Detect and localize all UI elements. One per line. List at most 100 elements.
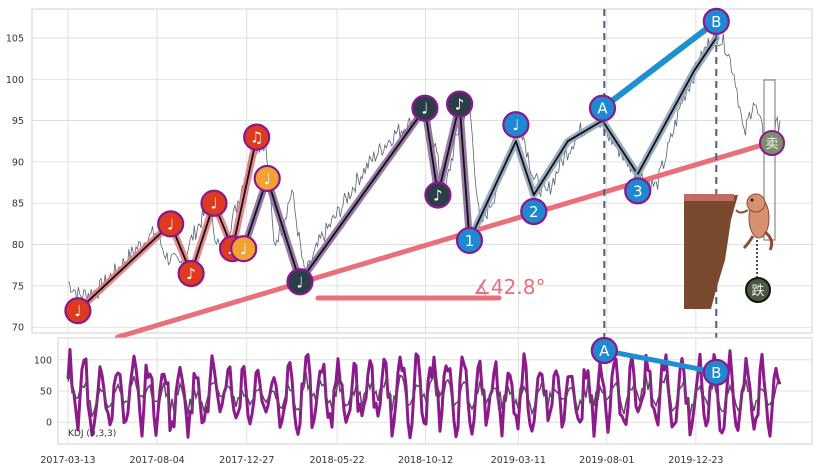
price-y-tick-label: 90	[12, 157, 24, 168]
wave-marker-label: ♪	[455, 96, 465, 114]
wave-marker-label: ♫	[250, 129, 263, 147]
wave-marker-circle	[588, 94, 617, 122]
kdj-y-tick-label: 0	[46, 418, 52, 429]
wave-marker-label: ♪	[433, 186, 443, 204]
price-ab-line	[599, 18, 720, 112]
price-y-tick-label: 70	[12, 323, 24, 334]
sell-seal-icon: 卖	[759, 130, 785, 156]
wave-marker-circle	[624, 177, 652, 205]
kdj-d-line	[67, 371, 781, 417]
wave-marker-circle	[200, 189, 228, 217]
kdj-y-tick-labels: 0 50 100	[34, 355, 52, 428]
wave-marker: ♩	[230, 235, 258, 263]
wave-marker: ♪	[424, 181, 452, 209]
wave-marker-circle	[445, 90, 474, 118]
price-y-tick-label: 85	[12, 199, 24, 210]
wave-marker-circle	[520, 197, 548, 226]
wave-marker: ♩	[64, 297, 92, 325]
wave-marker-label: ♩	[210, 195, 217, 213]
support-trendline	[114, 141, 769, 340]
kdj-divergence-marker-circle	[590, 336, 618, 365]
wave-marker-circle	[286, 268, 314, 296]
wave-marker-circle	[177, 259, 205, 288]
wave-marker: 1	[455, 226, 484, 255]
wave-marker-label: A	[597, 100, 608, 118]
wave-marker-label: ♪	[186, 265, 196, 283]
x-tick-label: 2019-12-23	[668, 455, 723, 466]
price-y-tick-label: 75	[12, 281, 24, 292]
wave-marker-label: 1	[465, 232, 475, 250]
kdj-legend-label: KDJ (9,3,3)	[68, 429, 116, 439]
price-y-tick-label: 105	[6, 33, 24, 44]
x-tick-labels: 2017-03-13 2017-08-04 2017-12-27 2018-05-22…	[40, 455, 723, 466]
ab-line-layer	[599, 18, 720, 112]
wave-marker: ♩	[157, 210, 185, 238]
drop-seal-icon: 跌	[745, 277, 771, 303]
x-tick-label: 2017-12-27	[219, 455, 274, 466]
wave-marker-circle	[64, 297, 92, 325]
wave-marker: ♩	[200, 189, 228, 217]
x-tick-label: 2017-03-13	[40, 455, 95, 466]
wave-marker: ♩	[286, 268, 314, 296]
wave-marker-label: ♩	[512, 116, 519, 134]
wave-marker: ♪	[177, 259, 205, 288]
wave-segment-line	[636, 37, 718, 175]
kdj-divergence-marker: A	[590, 336, 618, 365]
wave-marker-circle	[243, 123, 271, 151]
kdj-divergence-layer: AB	[590, 336, 730, 386]
wave-marker-label: 2	[529, 203, 539, 221]
price-y-tick-label: 80	[12, 240, 24, 251]
wave-marker-label: ♩	[240, 240, 247, 258]
kdj-divergence-line	[601, 347, 719, 375]
wave-segment-line	[77, 136, 258, 312]
wave-marker: ♩	[253, 164, 281, 193]
wave-marker: 3	[624, 177, 652, 205]
tree-illustration	[684, 194, 738, 309]
wave-marker-label: 3	[633, 182, 643, 200]
sell-seal-text: 卖	[765, 137, 778, 152]
wave-marker-circle	[502, 111, 530, 139]
wave-marker-label: ♩	[167, 215, 174, 233]
wave-marker-circle	[253, 164, 281, 193]
trendline-layer	[114, 141, 769, 340]
wave-marker: 2	[520, 197, 548, 226]
wave-marker: B	[702, 7, 730, 35]
kdj-j-line	[66, 348, 782, 440]
wave-marker-label: ♩	[264, 170, 271, 188]
wave-marker: A	[588, 94, 617, 122]
wave-marker-circle	[157, 210, 185, 238]
wave-marker-label: ♩	[296, 273, 303, 291]
price-y-tick-label: 100	[6, 75, 24, 86]
x-tick-label: 2018-05-22	[309, 455, 364, 466]
wave-segment-line	[468, 119, 639, 241]
wave-marker-circle	[455, 226, 484, 255]
wave-marker: ♪	[445, 90, 474, 118]
price-panel: 70 75 80 85 90 95 100 105 ∡42.8°	[6, 7, 813, 444]
kdj-y-tick-label: 50	[40, 387, 52, 398]
wave-marker-circle	[411, 94, 439, 122]
kdj-divergence-marker-label: A	[599, 342, 610, 360]
wave-marker: ♩	[411, 94, 439, 122]
price-y-tick-label: 95	[12, 116, 24, 127]
wave-marker: ♩	[502, 111, 530, 139]
wave-marker: ♫	[243, 123, 271, 151]
wave-marker-circle	[702, 7, 730, 35]
x-tick-label: 2019-03-11	[491, 455, 546, 466]
wave-marker-label: ♩	[421, 100, 428, 118]
kdj-divergence-marker-label: B	[711, 364, 721, 382]
price-y-tick-labels: 70 75 80 85 90 95 100 105	[6, 33, 24, 333]
wave-marker-circle	[230, 235, 258, 263]
x-tick-label: 2018-10-12	[398, 455, 453, 466]
kdj-divergence-marker: B	[702, 358, 730, 386]
x-tick-label: 2019-08-01	[579, 455, 634, 466]
wave-marker-label: B	[711, 13, 721, 31]
drop-seal-text: 跌	[751, 283, 764, 299]
kdj-series-layer	[66, 348, 782, 440]
wave-marker-label: ♩	[74, 302, 81, 320]
kdj-divergence-marker-circle	[702, 358, 730, 386]
angle-annotation: ∡42.8°	[473, 275, 545, 299]
